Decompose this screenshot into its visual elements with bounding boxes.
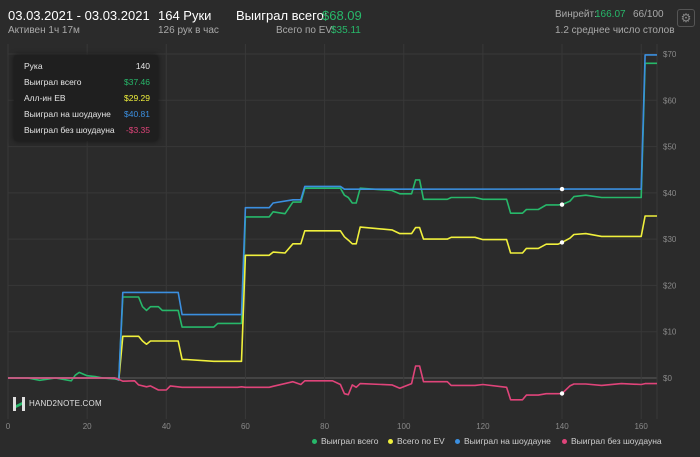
x-tick-label: 140 <box>555 422 569 431</box>
hover-markers <box>559 186 565 396</box>
chart-series <box>8 54 657 401</box>
legend-item-ev[interactable]: Всего по EV <box>388 436 445 446</box>
series-showdown-marker <box>559 186 565 192</box>
tooltip-hand-value: 140 <box>135 61 150 71</box>
y-tick-label: $50 <box>663 143 677 152</box>
tooltip-row-label: Выиграл без шоудауна <box>24 125 115 135</box>
y-tick-label: $20 <box>663 281 677 290</box>
y-tick-label: $60 <box>663 96 677 105</box>
y-tick-label: $0 <box>663 374 672 383</box>
legend-item-won-total[interactable]: Выиграл всего <box>312 436 378 446</box>
legend-dot <box>562 439 567 445</box>
series-showdown-line <box>8 54 657 381</box>
series-ev-line <box>8 215 657 381</box>
legend-dot <box>312 439 317 445</box>
tooltip-row-label: Алл-ин EB <box>24 93 66 103</box>
active-time: Активен 1ч 17м <box>8 25 80 36</box>
tooltip-row: Алл-ин EB $29.29 <box>24 93 150 105</box>
series-won-total-marker <box>559 202 565 207</box>
tooltip-row-value: $37.46 <box>124 77 150 87</box>
y-tick-label: $10 <box>663 328 677 337</box>
series-non-showdown-line <box>8 365 657 401</box>
y-tick-label: $30 <box>663 235 677 244</box>
x-tick-label: 60 <box>241 422 250 431</box>
chart: $0 $10 $20 $30 $40 $50 $60 $70 0 20 40 60 80 100 120 1… <box>6 44 677 431</box>
x-tick-label: 80 <box>320 422 329 431</box>
date-range[interactable]: 03.03.2021 - 03.03.2021 <box>8 8 150 23</box>
tooltip-row-label: Выиграл на шоудауне <box>24 109 111 119</box>
y-axis: $0 $10 $20 $30 $40 $50 $60 $70 <box>663 50 677 383</box>
series-ev-marker <box>559 240 565 245</box>
x-tick-label: 20 <box>83 422 92 431</box>
tooltip-row: Выиграл без шоудауна -$3.35 <box>24 125 150 137</box>
x-axis: 0 20 40 60 80 100 120 140 160 <box>6 422 649 431</box>
avg-tables: 1.2 среднее число столов <box>555 25 675 36</box>
x-tick-label: 0 <box>6 422 11 431</box>
tooltip-row-value: $29.29 <box>124 93 150 103</box>
legend-item-non-showdown[interactable]: Выиграл без шоудауна <box>562 436 662 446</box>
legend-dot <box>455 439 460 445</box>
winrate-value: 166.07 <box>595 9 626 20</box>
winrate-label: Винрейт: <box>555 9 597 20</box>
tooltip-row-label: Выиграл всего <box>24 77 82 87</box>
series-non-showdown-marker <box>559 391 565 396</box>
x-tick-label: 40 <box>162 422 171 431</box>
logo-icon <box>13 397 25 411</box>
hover-tooltip: Рука 140 Выиграл всего $37.46 Алл-ин EB … <box>14 55 158 141</box>
x-tick-label: 160 <box>634 422 648 431</box>
logo-text: HAND2NOTE.COM <box>29 399 102 408</box>
header-bar: 03.03.2021 - 03.03.2021 Активен 1ч 17м 1… <box>0 0 700 44</box>
hands-per-hour: 126 рук в час <box>158 25 219 36</box>
legend-dot <box>388 439 393 445</box>
tooltip-hand-label: Рука <box>24 61 43 71</box>
ev-total-label: Всего по EV: <box>276 25 335 36</box>
x-tick-label: 120 <box>476 422 490 431</box>
tooltip-row-value: -$3.35 <box>125 125 150 135</box>
gear-icon[interactable]: ⚙ <box>677 9 695 27</box>
x-tick-label: 100 <box>397 422 411 431</box>
tooltip-row: Выиграл на шоудауне $40.81 <box>24 109 150 121</box>
tooltip-row-value: $40.81 <box>124 109 150 119</box>
ev-total-value: $35.11 <box>331 25 361 36</box>
winrate-rest: 66/100 <box>633 9 664 20</box>
legend-item-showdown[interactable]: Выиграл на шоудауне <box>455 436 551 446</box>
tooltip-row: Выиграл всего $37.46 <box>24 77 150 89</box>
chart-grid <box>7 44 658 420</box>
chart-legend: Выиграл всего Всего по EV Выиграл на шоу… <box>0 436 700 450</box>
won-total-label: Выиграл всего: <box>236 8 328 23</box>
won-total-value: $68.09 <box>322 8 362 23</box>
hands-count: 164 Руки <box>158 8 212 23</box>
y-tick-label: $70 <box>663 50 677 59</box>
tooltip-hand-row: Рука 140 <box>24 61 150 73</box>
y-tick-label: $40 <box>663 189 677 198</box>
